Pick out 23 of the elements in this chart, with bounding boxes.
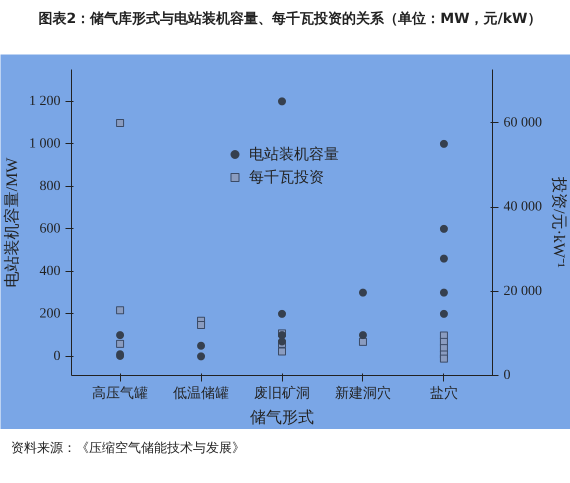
x-tick-label: 废旧矿洞	[254, 386, 310, 402]
y2-axis-title: 投资/元·kW⁻¹	[550, 176, 568, 268]
y2-tick-label: 0	[504, 368, 510, 383]
legend-label: 每千瓦投资	[249, 168, 324, 186]
legend-label: 电站装机容量	[249, 145, 339, 164]
y-tick-label: 200	[40, 306, 60, 322]
y2-tick-label: 40 000	[504, 200, 542, 215]
chart-title: 图表2：储气库形式与电站装机容量、每千瓦投资的关系（单位：MW，元/kW）	[38, 10, 542, 29]
y-tick-label: 400	[40, 264, 60, 279]
x-tick-label: 新建洞穴	[334, 386, 391, 402]
x-tick-label: 盐穴	[430, 386, 458, 402]
x-axis-title: 储气形式	[250, 408, 314, 426]
y-tick-label: 1 200	[29, 94, 60, 109]
x-tick-label: 高压气罐	[92, 386, 148, 402]
y2-tick-label: 60 000	[504, 115, 542, 130]
y-axis-title: 电站装机容量/MW	[3, 156, 21, 288]
y-tick-label: 600	[40, 221, 60, 236]
y-tick-label: 0	[54, 348, 60, 364]
y-tick-label: 1 000	[29, 136, 60, 152]
y-tick-label: 800	[40, 178, 60, 194]
x-tick-label: 低温储罐	[173, 386, 230, 402]
text: 资料来源：《压缩空气储能技术与发展》	[11, 440, 245, 458]
y2-tick-label: 20 000	[504, 284, 542, 299]
